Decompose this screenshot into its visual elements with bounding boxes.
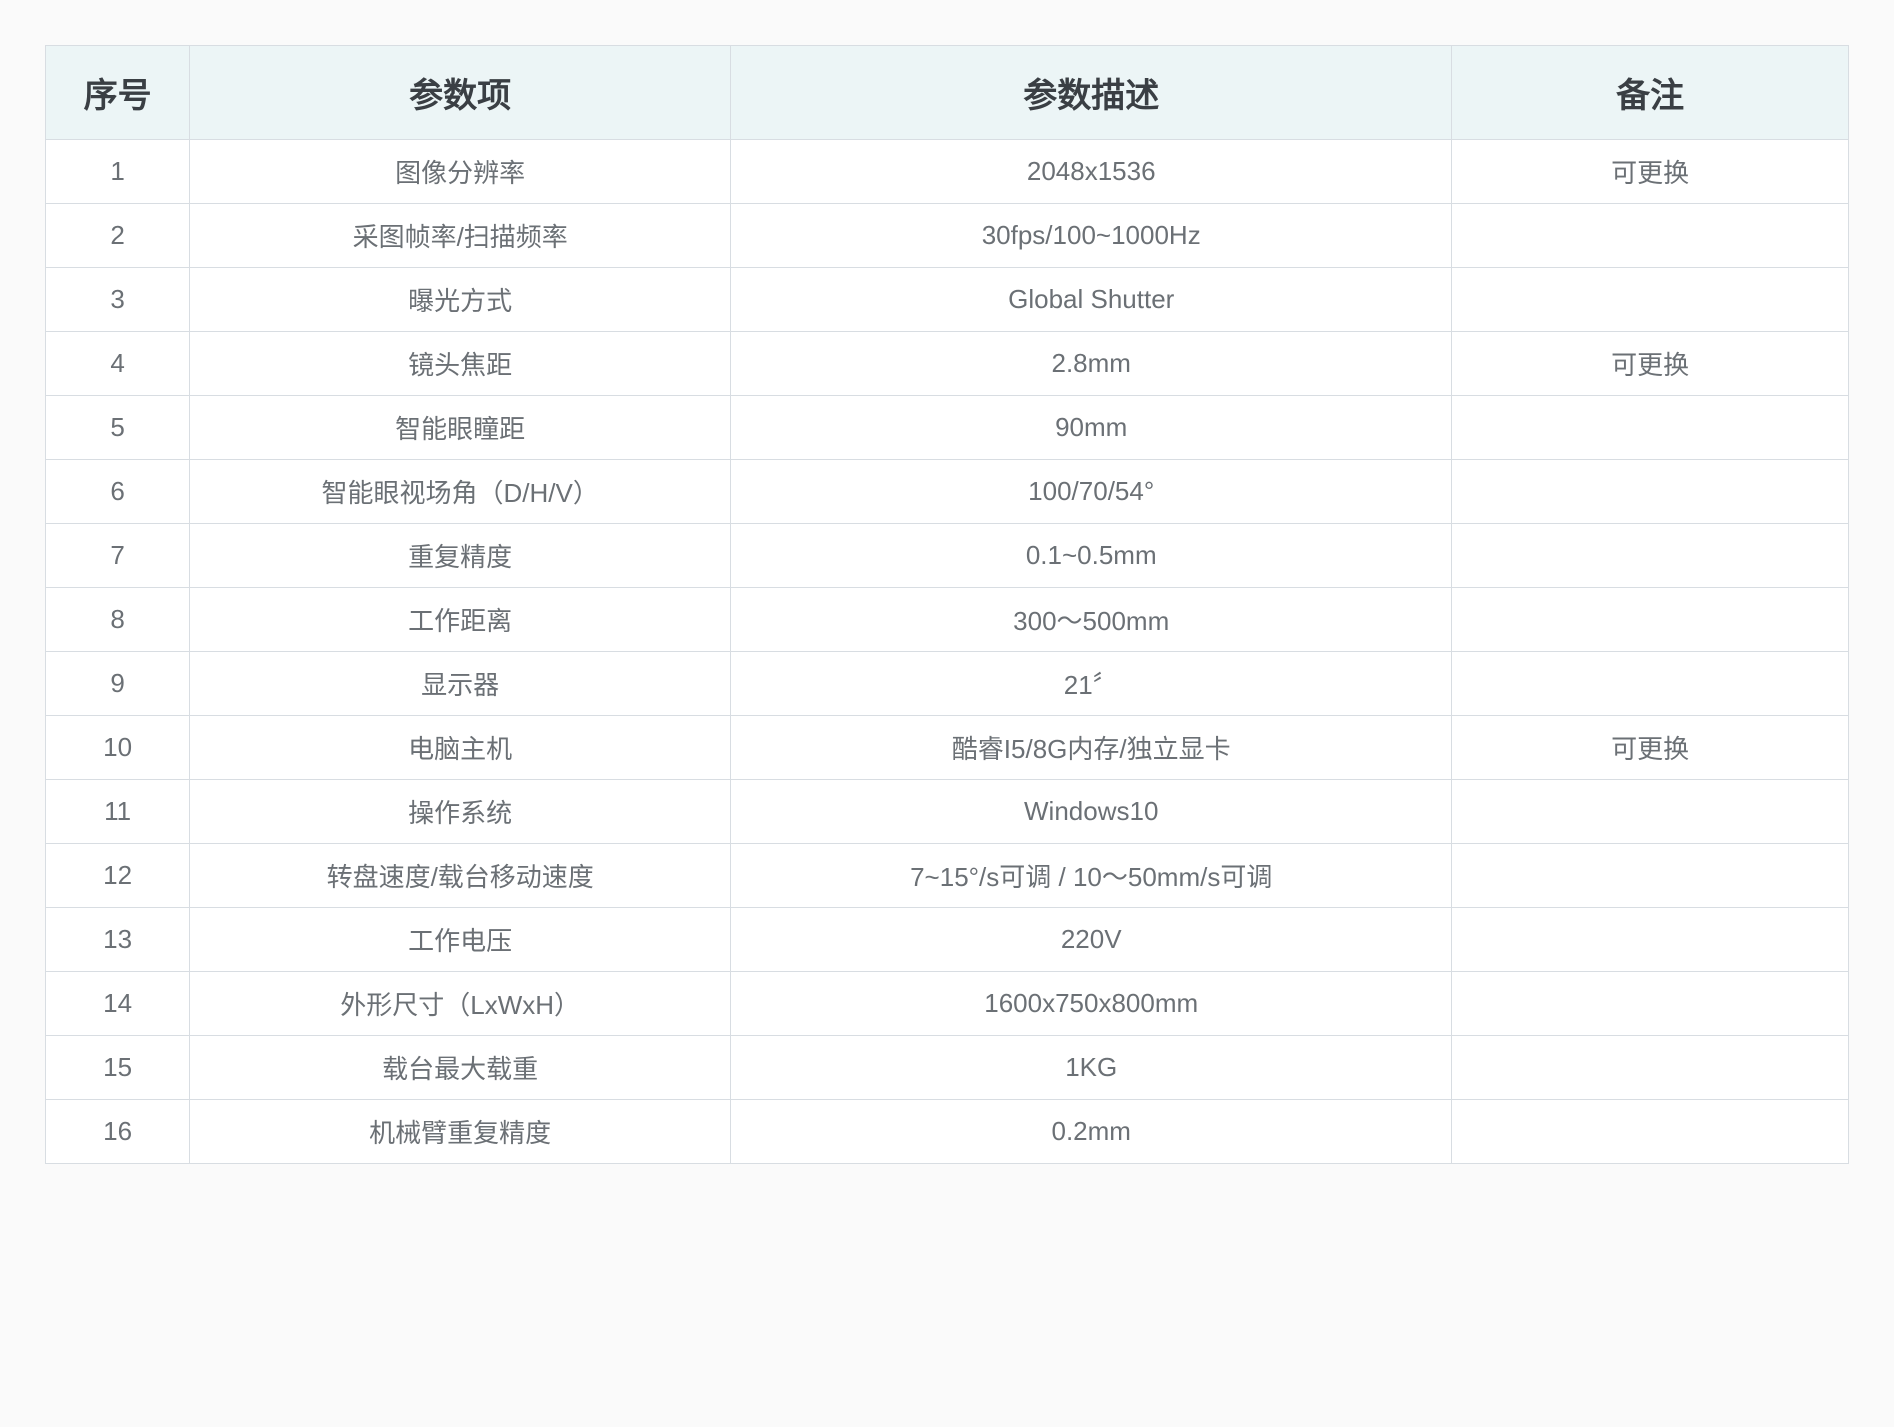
cell-index: 13 [46, 908, 190, 972]
cell-desc: 300～500mm [731, 588, 1452, 652]
table-row: 2采图帧率/扫描频率30fps/100~1000Hz [46, 204, 1849, 268]
table-row: 4镜头焦距2.8mm可更换 [46, 332, 1849, 396]
cell-note [1452, 460, 1849, 524]
cell-desc: 0.2mm [731, 1100, 1452, 1164]
cell-desc: 7~15°/s可调 / 10～50mm/s可调 [731, 844, 1452, 908]
cell-param: 工作电压 [190, 908, 731, 972]
cell-desc: 1KG [731, 1036, 1452, 1100]
cell-param: 外形尺寸（LxWxH） [190, 972, 731, 1036]
cell-param: 机械臂重复精度 [190, 1100, 731, 1164]
cell-desc: 90mm [731, 396, 1452, 460]
table-header-row: 序号 参数项 参数描述 备注 [46, 46, 1849, 140]
cell-index: 8 [46, 588, 190, 652]
table-row: 8工作距离300～500mm [46, 588, 1849, 652]
spec-table: 序号 参数项 参数描述 备注 1图像分辨率2048x1536可更换2采图帧率/扫… [45, 45, 1849, 1164]
col-header-param: 参数项 [190, 46, 731, 140]
cell-note [1452, 268, 1849, 332]
cell-param: 操作系统 [190, 780, 731, 844]
cell-desc: 2.8mm [731, 332, 1452, 396]
cell-note [1452, 652, 1849, 716]
table-row: 7重复精度0.1~0.5mm [46, 524, 1849, 588]
cell-desc: Windows10 [731, 780, 1452, 844]
cell-index: 14 [46, 972, 190, 1036]
table-row: 5智能眼瞳距90mm [46, 396, 1849, 460]
cell-index: 5 [46, 396, 190, 460]
table-row: 6智能眼视场角（D/H/V）100/70/54° [46, 460, 1849, 524]
cell-param: 电脑主机 [190, 716, 731, 780]
table-row: 3曝光方式Global Shutter [46, 268, 1849, 332]
cell-index: 6 [46, 460, 190, 524]
table-row: 12转盘速度/载台移动速度7~15°/s可调 / 10～50mm/s可调 [46, 844, 1849, 908]
cell-note: 可更换 [1452, 716, 1849, 780]
cell-note [1452, 204, 1849, 268]
table-row: 13工作电压220V [46, 908, 1849, 972]
col-header-desc: 参数描述 [731, 46, 1452, 140]
cell-desc: 220V [731, 908, 1452, 972]
cell-desc: 酷睿I5/8G内存/独立显卡 [731, 716, 1452, 780]
cell-index: 4 [46, 332, 190, 396]
cell-param: 智能眼瞳距 [190, 396, 731, 460]
cell-param: 工作距离 [190, 588, 731, 652]
table-row: 16机械臂重复精度0.2mm [46, 1100, 1849, 1164]
cell-note [1452, 972, 1849, 1036]
cell-desc: 1600x750x800mm [731, 972, 1452, 1036]
table-row: 15载台最大载重1KG [46, 1036, 1849, 1100]
cell-desc: 30fps/100~1000Hz [731, 204, 1452, 268]
cell-note: 可更换 [1452, 140, 1849, 204]
cell-index: 16 [46, 1100, 190, 1164]
cell-note [1452, 1036, 1849, 1100]
cell-desc: Global Shutter [731, 268, 1452, 332]
cell-param: 载台最大载重 [190, 1036, 731, 1100]
cell-param: 重复精度 [190, 524, 731, 588]
table-row: 1图像分辨率2048x1536可更换 [46, 140, 1849, 204]
cell-note [1452, 396, 1849, 460]
cell-note [1452, 908, 1849, 972]
cell-param: 图像分辨率 [190, 140, 731, 204]
col-header-note: 备注 [1452, 46, 1849, 140]
cell-index: 1 [46, 140, 190, 204]
cell-note [1452, 1100, 1849, 1164]
cell-param: 曝光方式 [190, 268, 731, 332]
cell-desc: 2048x1536 [731, 140, 1452, 204]
cell-param: 转盘速度/载台移动速度 [190, 844, 731, 908]
table-row: 10电脑主机酷睿I5/8G内存/独立显卡可更换 [46, 716, 1849, 780]
cell-param: 智能眼视场角（D/H/V） [190, 460, 731, 524]
col-header-index: 序号 [46, 46, 190, 140]
cell-index: 9 [46, 652, 190, 716]
cell-index: 7 [46, 524, 190, 588]
cell-param: 镜头焦距 [190, 332, 731, 396]
cell-index: 3 [46, 268, 190, 332]
cell-note [1452, 524, 1849, 588]
table-row: 9显示器21〞 [46, 652, 1849, 716]
table-row: 14外形尺寸（LxWxH）1600x750x800mm [46, 972, 1849, 1036]
cell-index: 12 [46, 844, 190, 908]
cell-desc: 0.1~0.5mm [731, 524, 1452, 588]
cell-note [1452, 780, 1849, 844]
cell-param: 显示器 [190, 652, 731, 716]
cell-param: 采图帧率/扫描频率 [190, 204, 731, 268]
cell-index: 11 [46, 780, 190, 844]
cell-note: 可更换 [1452, 332, 1849, 396]
table-row: 11操作系统Windows10 [46, 780, 1849, 844]
spec-table-body: 1图像分辨率2048x1536可更换2采图帧率/扫描频率30fps/100~10… [46, 140, 1849, 1164]
cell-index: 15 [46, 1036, 190, 1100]
cell-desc: 100/70/54° [731, 460, 1452, 524]
cell-note [1452, 588, 1849, 652]
cell-index: 2 [46, 204, 190, 268]
cell-index: 10 [46, 716, 190, 780]
cell-desc: 21〞 [731, 652, 1452, 716]
cell-note [1452, 844, 1849, 908]
